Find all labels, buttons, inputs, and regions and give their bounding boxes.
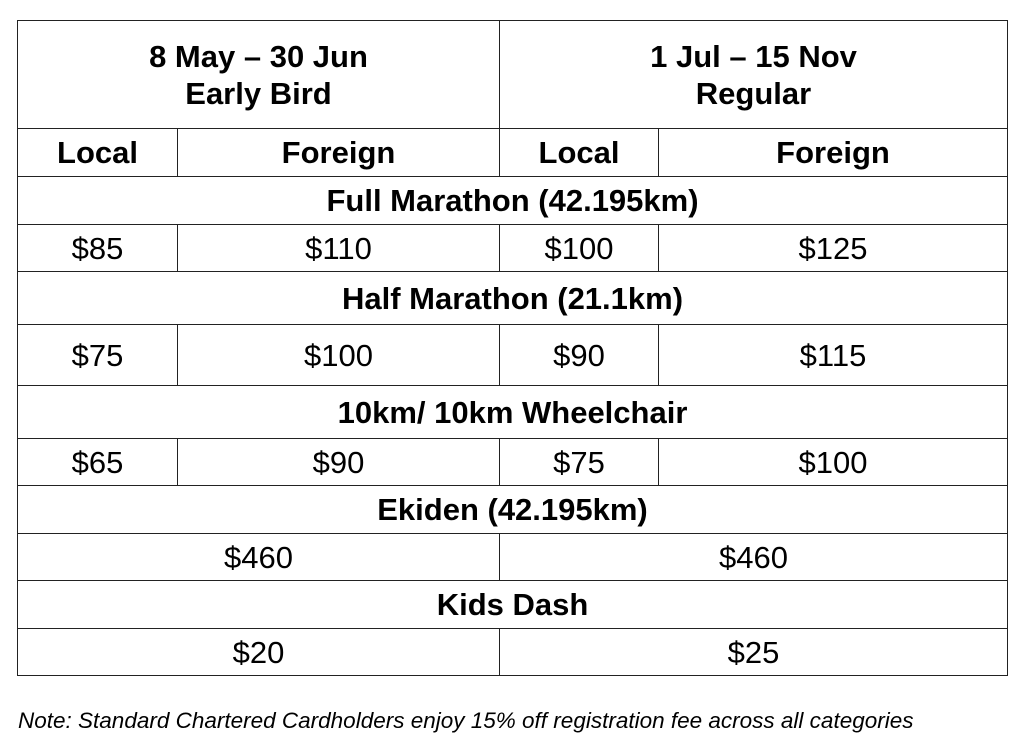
price-row: $20 $25: [17, 628, 1008, 676]
category-row: Kids Dash: [17, 580, 1008, 629]
price-row: $460 $460: [17, 533, 1008, 581]
price-cell: $460: [17, 533, 500, 581]
category-full-marathon: Full Marathon (42.195km): [17, 176, 1008, 225]
period-label: Regular: [695, 75, 812, 111]
period-regular: 1 Jul – 15 Nov Regular: [499, 20, 1008, 129]
period-dates: 8 May – 30 Jun: [149, 38, 368, 74]
price-cell: $125: [658, 224, 1008, 272]
category-kids-dash: Kids Dash: [17, 580, 1008, 629]
price-cell: $110: [177, 224, 500, 272]
price-cell: $90: [177, 438, 500, 486]
registration-fee-table: 8 May – 30 Jun Early Bird 1 Jul – 15 Nov…: [17, 20, 1008, 676]
column-header-local: Local: [17, 128, 178, 177]
column-header-foreign: Foreign: [658, 128, 1008, 177]
column-header-row: Local Foreign Local Foreign: [17, 128, 1008, 177]
category-ekiden: Ekiden (42.195km): [17, 485, 1008, 534]
category-half-marathon: Half Marathon (21.1km): [17, 271, 1008, 325]
category-row: 10km/ 10km Wheelchair: [17, 385, 1008, 439]
category-row: Ekiden (42.195km): [17, 485, 1008, 534]
price-cell: $100: [177, 324, 500, 386]
period-early-bird: 8 May – 30 Jun Early Bird: [17, 20, 500, 129]
period-dates: 1 Jul – 15 Nov: [650, 38, 857, 74]
price-row: $65 $90 $75 $100: [17, 438, 1008, 486]
column-header-local: Local: [499, 128, 659, 177]
price-cell: $25: [499, 628, 1008, 676]
price-row: $85 $110 $100 $125: [17, 224, 1008, 272]
price-cell: $20: [17, 628, 500, 676]
category-10km: 10km/ 10km Wheelchair: [17, 385, 1008, 439]
price-cell: $100: [499, 224, 659, 272]
category-row: Full Marathon (42.195km): [17, 176, 1008, 225]
cardholder-discount-note: Note: Standard Chartered Cardholders enj…: [18, 708, 914, 733]
price-cell: $460: [499, 533, 1008, 581]
price-cell: $65: [17, 438, 178, 486]
category-row: Half Marathon (21.1km): [17, 271, 1008, 325]
price-cell: $75: [17, 324, 178, 386]
period-label: Early Bird: [185, 75, 332, 111]
price-cell: $100: [658, 438, 1008, 486]
price-cell: $115: [658, 324, 1008, 386]
column-header-foreign: Foreign: [177, 128, 500, 177]
price-cell: $85: [17, 224, 178, 272]
price-cell: $75: [499, 438, 659, 486]
period-header-row: 8 May – 30 Jun Early Bird 1 Jul – 15 Nov…: [17, 20, 1008, 129]
price-row: $75 $100 $90 $115: [17, 324, 1008, 386]
price-cell: $90: [499, 324, 659, 386]
